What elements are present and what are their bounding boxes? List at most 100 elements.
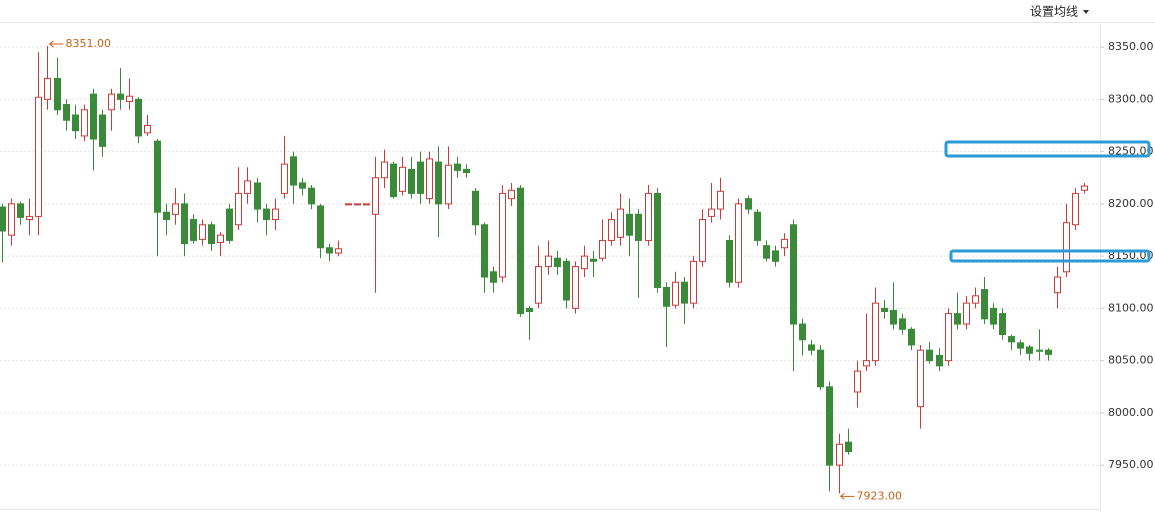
candle-body	[1036, 349, 1043, 352]
candle-body	[72, 114, 79, 132]
candle-body	[790, 224, 797, 325]
extreme-arrow	[840, 492, 855, 500]
menu-caret	[1083, 10, 1089, 14]
candle-body	[754, 211, 761, 241]
candle-body	[899, 318, 906, 330]
candle-body	[581, 255, 588, 270]
candle-body	[399, 166, 406, 192]
candle-body	[290, 156, 297, 186]
candle-body	[763, 245, 770, 259]
menu-label[interactable]: 设置均线	[1030, 5, 1078, 19]
candle-body	[99, 114, 106, 147]
candle-body	[708, 208, 715, 217]
candle-body	[226, 208, 233, 241]
candle-body	[908, 328, 915, 346]
y-tick-label: 8350.00	[1108, 40, 1154, 53]
candle-body	[526, 307, 533, 313]
candle-body	[381, 161, 388, 179]
candle-body	[817, 349, 824, 388]
candle-body	[172, 203, 179, 215]
candle-body	[208, 224, 215, 245]
candle-body	[1017, 342, 1024, 349]
candle-body	[981, 289, 988, 320]
candle-body	[699, 219, 706, 262]
candle-body	[963, 302, 970, 325]
candle-body	[836, 443, 843, 466]
candle-body	[881, 307, 888, 313]
candle-body	[499, 192, 506, 278]
candle-body	[81, 109, 88, 137]
candle-body	[872, 302, 879, 362]
candle-body	[326, 247, 333, 254]
candle-body	[235, 192, 242, 226]
candle-body	[217, 234, 224, 244]
candle-body	[1026, 346, 1033, 354]
candle-body	[244, 180, 251, 194]
candle-body	[108, 93, 115, 111]
candle-body	[572, 266, 579, 309]
candle-body	[44, 77, 51, 100]
candle-body	[35, 96, 42, 217]
candle-body	[845, 441, 852, 453]
extreme-label: 7923.00	[857, 489, 903, 502]
candle-body	[799, 323, 806, 341]
y-tick-label: 8300.00	[1108, 92, 1154, 105]
y-tick-label: 8050.00	[1108, 354, 1154, 367]
candle-body	[126, 95, 133, 102]
highlight-box	[944, 140, 1151, 158]
candle-body	[690, 260, 697, 304]
y-tick-label: 7950.00	[1108, 458, 1154, 471]
candle-body	[26, 215, 33, 221]
candle-body	[417, 161, 424, 194]
candle-body	[772, 250, 779, 262]
candle-body	[672, 281, 679, 306]
candle-body	[181, 203, 188, 245]
candle-body	[490, 271, 497, 283]
candle-body	[717, 190, 724, 210]
candle-body	[599, 239, 606, 259]
candle-body	[735, 203, 742, 283]
candle-body	[263, 208, 270, 221]
candle-body	[54, 77, 61, 111]
candle-body	[144, 124, 151, 134]
candle-body	[554, 257, 561, 268]
candle-body	[917, 349, 924, 408]
candle-body	[1081, 185, 1088, 191]
candle-body	[281, 163, 288, 194]
candle-body	[681, 281, 688, 304]
candle-body	[1063, 222, 1070, 273]
candle-body	[608, 219, 615, 241]
candle-body	[926, 349, 933, 362]
candle-body	[354, 203, 361, 206]
candle-body	[890, 309, 897, 325]
candle-body	[372, 177, 379, 215]
candle-body	[435, 161, 442, 205]
candle-body	[363, 203, 370, 206]
candle-body	[617, 208, 624, 238]
candle-body	[426, 158, 433, 200]
candle-body	[154, 140, 161, 213]
candle-body	[17, 203, 24, 218]
candle-body	[199, 224, 206, 240]
candle-body	[645, 192, 652, 241]
candle-body	[535, 266, 542, 304]
candle-body	[972, 295, 979, 304]
plot: 7950.008000.008050.008100.008150.008200.…	[0, 37, 1154, 502]
candle-body	[726, 239, 733, 283]
y-tick-label: 8200.00	[1108, 197, 1154, 210]
candle-body	[808, 344, 815, 351]
candle-body	[117, 93, 124, 100]
y-tick-label: 8100.00	[1108, 301, 1154, 314]
candle-body	[863, 360, 870, 367]
candle-body	[1008, 336, 1015, 343]
candle-body	[463, 168, 470, 174]
candle-body	[390, 163, 397, 198]
candle-body	[8, 203, 15, 236]
menu-button[interactable]: 设置均线	[1030, 5, 1089, 19]
candle-body	[517, 187, 524, 315]
candle-body	[854, 370, 861, 393]
candle-body	[826, 386, 833, 466]
candle-body	[299, 182, 306, 189]
extreme-arrow	[49, 40, 64, 48]
